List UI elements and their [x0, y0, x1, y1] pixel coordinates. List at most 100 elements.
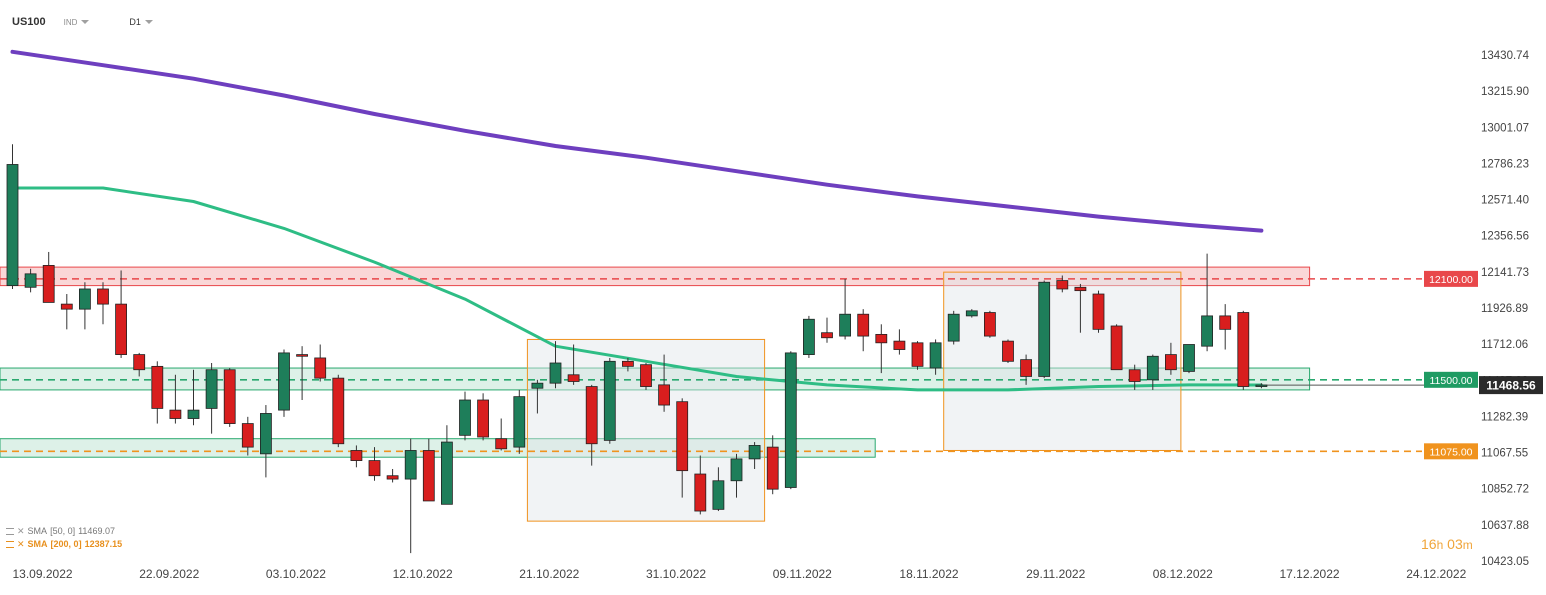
candle-body [404, 450, 417, 480]
pattern-box-1 [943, 271, 1182, 451]
y-tick-label: 13215.90 [1481, 86, 1529, 98]
candle-body [1255, 384, 1268, 387]
candle-body [97, 288, 109, 305]
legend-sma200-label: SMA [27, 539, 48, 549]
candle-body [314, 357, 327, 379]
countdown-hours: 16 [1421, 536, 1437, 552]
y-tick-label: 12141.73 [1481, 267, 1529, 279]
candle-body [1165, 354, 1177, 371]
timeframe-dropdown[interactable]: D1 [129, 17, 153, 27]
x-tick-label: 17.12.2022 [1280, 567, 1340, 581]
candle-body [875, 333, 888, 344]
candle-body [332, 377, 345, 445]
x-tick-label: 18.11.2022 [899, 567, 958, 581]
settings-icon[interactable] [6, 528, 14, 535]
level-label-bg-support [1424, 371, 1478, 388]
legend-sma200-params: [200, 0] [50, 539, 82, 549]
candle-body [133, 354, 146, 371]
candle-body [531, 382, 544, 389]
candle-body [567, 374, 580, 382]
candle-body [694, 473, 707, 512]
candle-body [1020, 359, 1032, 377]
symbol-label[interactable]: US100 [12, 16, 46, 28]
candle-body [766, 446, 779, 490]
candle-body [151, 365, 164, 409]
y-tick-label: 12786.23 [1481, 158, 1529, 170]
current-price-tag [1479, 376, 1543, 395]
candle-body [585, 386, 598, 445]
candle-body [1056, 280, 1069, 290]
legend-sma50-label: SMA [27, 526, 48, 536]
zone-support-2 [0, 438, 876, 458]
legend-sma200-value: 12387.15 [84, 539, 123, 549]
indicator-legend: ✕ SMA [50, 0] 11469.07 ✕ SMA [200, 0] 12… [6, 525, 122, 551]
x-tick-label: 13.09.2022 [13, 567, 73, 581]
candle-body [350, 450, 363, 461]
close-icon[interactable]: ✕ [17, 526, 25, 536]
y-tick-label: 13001.07 [1481, 122, 1529, 134]
candle-body [368, 460, 381, 477]
candle-body [622, 360, 634, 367]
y-tick-label: 11067.55 [1481, 448, 1528, 460]
y-tick-label: 10423.05 [1481, 556, 1529, 568]
y-tick-label: 12356.56 [1481, 231, 1529, 243]
candle-body [730, 458, 743, 482]
candle-body [60, 303, 73, 310]
candle-body [784, 352, 797, 488]
candle-body [1038, 281, 1051, 377]
candle-body [1201, 315, 1213, 347]
candle-body [658, 384, 670, 406]
sma-line-0 [11, 186, 1263, 392]
legend-sma200[interactable]: ✕ SMA [200, 0] 12387.15 [6, 538, 122, 551]
candle-body [223, 369, 236, 424]
level-label-bg-resistance [1424, 270, 1478, 287]
x-tick-label: 24.12.2022 [1406, 567, 1466, 581]
legend-sma50[interactable]: ✕ SMA [50, 0] 11469.07 [6, 525, 122, 538]
candle-body [513, 396, 526, 448]
instrument-type-dropdown[interactable]: IND [64, 18, 90, 27]
candle-body [839, 313, 851, 337]
legend-sma50-params: [50, 0] [50, 526, 76, 536]
close-icon[interactable]: ✕ [17, 539, 25, 549]
candle-body [984, 312, 996, 337]
level-label-support: 11500.00 [1429, 375, 1472, 387]
candle-body [929, 342, 942, 369]
candle-body [495, 438, 508, 450]
x-tick-label: 22.09.2022 [139, 567, 199, 581]
candle-body [893, 340, 906, 350]
candle-body [676, 401, 689, 472]
candle-body [821, 332, 833, 339]
x-tick-label: 21.10.2022 [519, 567, 579, 581]
candle-body [1183, 344, 1195, 372]
candle-body [42, 265, 55, 303]
y-tick-label: 11926.89 [1481, 303, 1528, 315]
candle-body [241, 423, 254, 448]
candle-body [603, 360, 616, 441]
candle-body [459, 399, 471, 436]
candle-body [549, 362, 562, 384]
candle-body [440, 441, 453, 505]
candle-body [169, 409, 182, 419]
candle-body [911, 342, 924, 367]
chevron-down-icon [144, 20, 153, 24]
candle-body [1219, 315, 1232, 330]
candle-body [748, 445, 761, 460]
y-tick-label: 11712.06 [1481, 339, 1528, 351]
candle-body [24, 273, 37, 288]
y-tick-label: 10637.88 [1481, 520, 1529, 532]
candle-body [6, 164, 19, 287]
candle-body [278, 352, 290, 411]
candle-body [640, 364, 652, 387]
candle-body [115, 303, 127, 355]
candle-body [477, 399, 490, 438]
candle-body [1092, 293, 1105, 330]
y-tick-label: 10852.72 [1481, 484, 1529, 496]
candle-body [296, 354, 309, 357]
candle-body [1074, 286, 1087, 292]
x-tick-label: 09.11.2022 [773, 567, 832, 581]
settings-icon[interactable] [6, 541, 14, 548]
candle-body [965, 310, 978, 317]
candle-body [205, 369, 218, 409]
chart-header: US100 IND D1 [12, 14, 153, 30]
